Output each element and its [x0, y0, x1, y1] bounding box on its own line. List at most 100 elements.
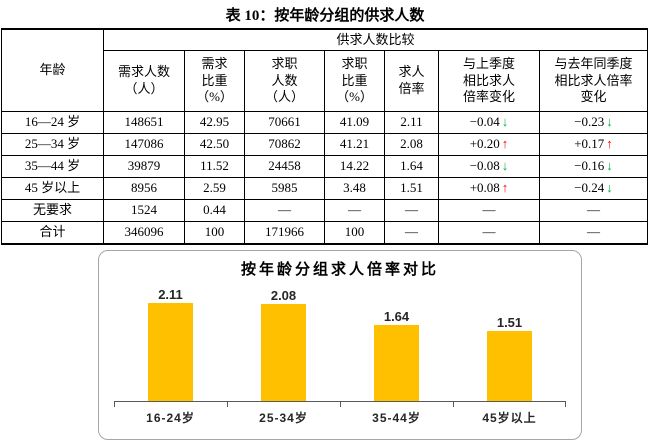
- down-arrow-icon: ↓: [606, 114, 613, 130]
- value-cell: 41.09: [324, 111, 385, 134]
- table-header-row-columns: 需求人数 （人） 需求 比重 （%） 求职 人数 （人） 求职 比重 （%） 求…: [2, 50, 648, 112]
- down-arrow-icon: ↓: [606, 158, 613, 174]
- table-row: 16—24 岁 148651 42.95 70661 41.09 2.11 −0.04 ↓ −0…: [1, 111, 648, 134]
- x-axis-label: 45岁以上: [482, 411, 537, 425]
- change-cell: −0.04 ↓: [438, 111, 540, 134]
- value-cell: 148651: [103, 111, 185, 134]
- bar-group: 2.11: [114, 287, 227, 401]
- value-cell: 39879: [103, 155, 185, 178]
- value-cell: 42.95: [184, 111, 245, 134]
- down-arrow-icon: ↓: [501, 158, 509, 174]
- bar-value-label: 2.11: [158, 287, 183, 302]
- change-cell: —: [438, 199, 540, 222]
- value-cell: 1.64: [384, 155, 439, 178]
- value-cell: 171966: [244, 221, 325, 245]
- header-yoy-change: 与去年同季度 相比求人倍率 变化: [539, 50, 648, 112]
- table-header-row-group: 年龄 供求人数比较: [1, 28, 648, 112]
- bar-value-label: 1.64: [383, 309, 410, 324]
- value-cell: 11.52: [184, 155, 245, 178]
- value-cell: 2.59: [184, 177, 245, 200]
- value-cell: 42.50: [184, 133, 245, 156]
- header-seeker-pct: 求职 比重 （%）: [324, 50, 385, 112]
- header-compare-group: 供求人数比较: [103, 28, 648, 51]
- axis-tick: [453, 402, 454, 407]
- table-row: 35—44 岁 39879 11.52 24458 14.22 1.64 −0.08 ↓ −0.…: [1, 155, 648, 178]
- x-axis-label: 25-34岁: [259, 411, 308, 425]
- bar: [261, 304, 306, 401]
- header-demand-count: 需求人数 （人）: [103, 50, 185, 112]
- value-cell: 1524: [103, 199, 185, 222]
- age-cell: 合计: [1, 221, 104, 245]
- table-row: 合计 346096 100 171966 100— — —: [1, 221, 648, 245]
- up-arrow-icon: ↑: [501, 136, 509, 152]
- bar-group: 1.51: [453, 315, 566, 401]
- value-cell: 8956: [103, 177, 185, 200]
- ratio-bar-chart: 按年龄分组求人倍率对比 2.11 2.08 1.64 1.51 16-24岁 25-34…: [98, 250, 582, 440]
- value-cell: 70661: [244, 111, 325, 134]
- header-qoq-change: 与上季度 相比求人 倍率变化: [438, 50, 540, 112]
- chart-plot: 2.11 2.08 1.64 1.51: [114, 283, 566, 401]
- value-cell: 100: [184, 221, 245, 245]
- value-cell: —: [244, 199, 325, 222]
- table-row: 无要求 1524 0.44— — — — —: [1, 199, 648, 222]
- table-body: 16—24 岁 148651 42.95 70661 41.09 2.11 −0.04 ↓ −0…: [1, 111, 648, 245]
- age-cell: 16—24 岁: [1, 111, 104, 134]
- value-cell: —: [384, 199, 439, 222]
- value-cell: 0.44: [184, 199, 245, 222]
- age-cell: 35—44 岁: [1, 155, 104, 178]
- header-ratio: 求人 倍率: [384, 50, 439, 112]
- value-cell: 2.11: [384, 111, 439, 134]
- axis-tick: [340, 402, 341, 407]
- change-cell: —: [438, 221, 540, 245]
- up-arrow-icon: ↑: [606, 136, 613, 152]
- axis-tick: [227, 402, 228, 407]
- change-cell: −0.23 ↓: [539, 111, 648, 134]
- bar: [487, 331, 532, 401]
- change-cell: −0.08 ↓: [438, 155, 540, 178]
- value-cell: 3.48: [324, 177, 385, 200]
- change-cell: —: [539, 199, 648, 222]
- age-cell: 无要求: [1, 199, 104, 222]
- change-cell: −0.16 ↓: [539, 155, 648, 178]
- value-cell: 147086: [103, 133, 185, 156]
- value-cell: 1.51: [384, 177, 439, 200]
- page-title: 表 10：按年龄分组的供求人数: [225, 8, 425, 24]
- chart-x-axis: [114, 401, 566, 407]
- supply-demand-table: 年龄 供求人数比较 需求人数 （人） 需求 比重 （%） 求职 人数 （人） 求…: [1, 28, 648, 245]
- bar-group: 1.64: [340, 309, 453, 401]
- bar-group: 2.08: [227, 288, 340, 401]
- change-cell: —: [539, 221, 648, 245]
- chart-categories: 16-24岁 25-34岁 35-44岁 45岁以上: [114, 409, 566, 426]
- age-cell: 45 岁以上: [1, 177, 104, 200]
- value-cell: 41.21: [324, 133, 385, 156]
- bar-value-label: 2.08: [270, 288, 297, 303]
- value-cell: —: [384, 221, 439, 245]
- down-arrow-icon: ↓: [606, 180, 613, 196]
- table-row: 25—34 岁 147086 42.50 70862 41.21 2.08 +0.20 ↑ +0…: [1, 133, 648, 156]
- x-axis-label: 16-24岁: [146, 411, 195, 425]
- down-arrow-icon: ↓: [501, 114, 509, 130]
- bar-value-label: 1.51: [496, 315, 523, 330]
- value-cell: 346096: [103, 221, 185, 245]
- value-cell: 14.22: [324, 155, 385, 178]
- chart-title: 按年龄分组求人倍率对比: [240, 261, 439, 278]
- change-cell: +0.17 ↑: [539, 133, 648, 156]
- value-cell: 5985: [244, 177, 325, 200]
- value-cell: 100: [324, 221, 385, 245]
- value-cell: 24458: [244, 155, 325, 178]
- change-cell: −0.24 ↓: [539, 177, 648, 200]
- axis-tick: [114, 402, 115, 407]
- header-age: 年龄: [1, 28, 104, 112]
- value-cell: 2.08: [384, 133, 439, 156]
- change-cell: +0.08 ↑: [438, 177, 540, 200]
- value-cell: 70862: [244, 133, 325, 156]
- header-seeker-count: 求职 人数 （人）: [244, 50, 325, 112]
- value-cell: —: [324, 199, 385, 222]
- change-cell: +0.20 ↑: [438, 133, 540, 156]
- up-arrow-icon: ↑: [501, 180, 509, 196]
- bar: [374, 325, 419, 401]
- table-row: 45 岁以上 8956 2.59 5985 3.48 1.51 +0.08 ↑ −0.24 ↓: [1, 177, 648, 200]
- age-cell: 25—34 岁: [1, 133, 104, 156]
- x-axis-label: 35-44岁: [372, 411, 421, 425]
- bar: [148, 303, 193, 401]
